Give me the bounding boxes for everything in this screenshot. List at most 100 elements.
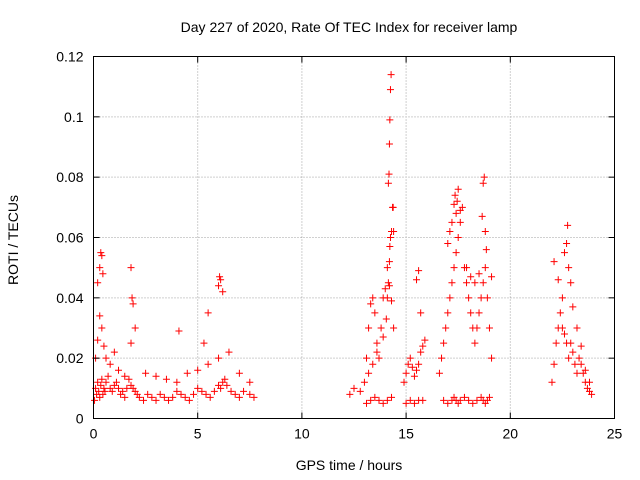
data-point — [356, 387, 364, 395]
data-point — [390, 227, 398, 235]
data-point — [400, 378, 408, 386]
data-point — [386, 116, 394, 124]
data-point — [363, 354, 371, 362]
data-point — [94, 378, 102, 386]
data-point — [369, 294, 377, 302]
data-point — [210, 387, 218, 395]
data-points — [91, 71, 596, 407]
data-point — [388, 297, 396, 305]
data-point — [165, 396, 173, 404]
data-point — [367, 396, 375, 404]
data-point — [444, 309, 452, 317]
data-point — [402, 369, 410, 377]
data-point — [585, 378, 593, 386]
data-point — [482, 246, 490, 254]
data-point — [160, 393, 168, 401]
data-point — [112, 378, 120, 386]
data-point — [106, 360, 114, 368]
data-point — [246, 390, 254, 398]
data-point — [417, 348, 425, 356]
data-point — [156, 390, 164, 398]
data-point — [569, 303, 577, 311]
data-point — [152, 396, 160, 404]
data-point — [144, 390, 152, 398]
data-point — [360, 378, 368, 386]
data-point — [381, 285, 389, 293]
data-point — [550, 258, 558, 266]
data-point — [371, 309, 379, 317]
data-point — [560, 249, 568, 257]
data-point — [148, 393, 156, 401]
data-point — [384, 279, 392, 287]
data-point — [460, 393, 468, 401]
data-point — [96, 393, 104, 401]
data-point — [446, 294, 454, 302]
y-tick-label: 0 — [76, 411, 84, 427]
data-point — [406, 354, 414, 362]
data-point — [219, 288, 227, 296]
data-point — [185, 396, 193, 404]
data-point — [384, 179, 392, 187]
data-point — [215, 354, 223, 362]
data-point — [450, 264, 458, 272]
data-point — [373, 339, 381, 347]
data-point — [383, 264, 391, 272]
y-tick-label: 0.08 — [56, 169, 83, 185]
data-point — [169, 393, 177, 401]
data-point — [471, 279, 479, 287]
data-point — [350, 384, 358, 392]
data-point — [469, 399, 477, 407]
data-point — [389, 203, 397, 211]
data-point — [413, 366, 421, 374]
data-point — [121, 393, 129, 401]
data-point — [575, 354, 583, 362]
data-point — [373, 348, 381, 356]
data-point — [467, 273, 475, 281]
data-point — [588, 390, 596, 398]
data-point — [206, 393, 214, 401]
data-point — [390, 324, 398, 332]
grid — [93, 56, 615, 419]
data-point — [571, 360, 579, 368]
data-point — [177, 390, 185, 398]
data-point — [97, 381, 105, 389]
data-point — [198, 387, 206, 395]
data-point — [363, 399, 371, 407]
data-point — [181, 393, 189, 401]
y-tick-label: 0.1 — [64, 109, 84, 125]
data-point — [410, 399, 418, 407]
data-point — [110, 348, 118, 356]
data-point — [573, 369, 581, 377]
data-point — [451, 191, 459, 199]
data-point — [413, 276, 421, 284]
data-point — [448, 279, 456, 287]
data-point — [463, 279, 471, 287]
axis-ticks: 0 5 10 15 20 25 0 0.02 0.04 0.06 0.08 0.1 0.12 — [56, 49, 622, 442]
data-point — [94, 279, 102, 287]
data-point — [100, 342, 108, 350]
data-point — [379, 333, 387, 341]
data-point — [410, 372, 418, 380]
data-point — [453, 197, 461, 205]
data-point — [471, 339, 479, 347]
data-point — [125, 375, 133, 383]
data-point — [216, 273, 224, 281]
x-tick-label: 20 — [503, 426, 519, 442]
data-point — [480, 173, 488, 181]
data-point — [246, 378, 254, 386]
data-point — [477, 294, 485, 302]
data-point — [444, 399, 452, 407]
data-point — [377, 324, 385, 332]
data-point — [415, 267, 423, 275]
data-point — [202, 390, 210, 398]
data-point — [560, 330, 568, 338]
data-point — [119, 387, 127, 395]
data-point — [190, 390, 198, 398]
data-point — [131, 324, 139, 332]
data-point — [406, 396, 414, 404]
data-point — [454, 234, 462, 241]
data-point — [421, 336, 429, 344]
data-point — [440, 396, 448, 404]
data-point — [162, 375, 170, 383]
